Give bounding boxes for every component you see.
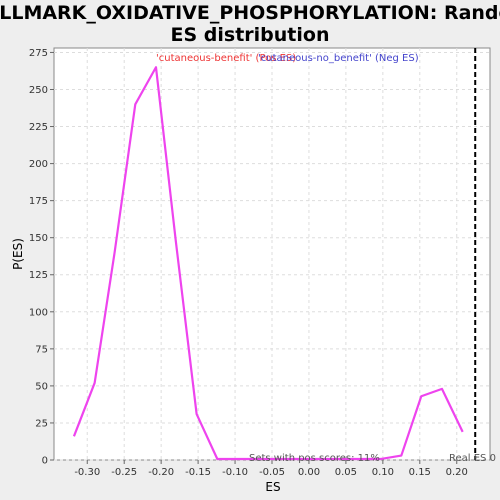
legend-neg-label: 'cutaneous-no_benefit' (Neg ES) xyxy=(258,53,419,64)
chart-title-line-2: ES distribution xyxy=(171,24,330,46)
x-tick-label: 0.00 xyxy=(298,467,320,478)
grid xyxy=(54,48,490,461)
x-tick-label: -0.10 xyxy=(222,467,248,478)
x-tick-label: -0.05 xyxy=(259,467,285,478)
x-tick-label: -0.30 xyxy=(74,467,100,478)
y-tick-label: 0 xyxy=(42,456,48,467)
real-es-label: Real ES 0 xyxy=(449,453,496,464)
y-axis-label: P(ES) xyxy=(11,238,25,270)
x-tick-label: 0.10 xyxy=(372,467,394,478)
y-tick-label: 275 xyxy=(29,48,48,59)
x-tick-label: -0.20 xyxy=(148,467,174,478)
y-tick-label: 200 xyxy=(29,159,48,170)
chart-title-line-1: HALLMARK_OXIDATIVE_PHOSPHORYLATION: Rand… xyxy=(0,2,500,24)
series-line xyxy=(72,66,464,461)
axes: -0.30 -0.25 -0.20 -0.15 -0.10 -0.05 0.00 0.05 0.… xyxy=(29,48,468,478)
legend-pos-label: 'cutaneous-benefit' (Pos ES) xyxy=(156,53,296,64)
x-tick-label: 0.20 xyxy=(446,467,468,478)
y-tick-label: 25 xyxy=(35,418,48,429)
y-tick-label: 250 xyxy=(29,85,48,96)
y-tick-label: 50 xyxy=(35,381,48,392)
y-tick-label: 225 xyxy=(29,122,48,133)
x-axis-label: ES xyxy=(265,480,280,494)
y-tick-label: 125 xyxy=(29,270,48,281)
series-layer xyxy=(72,66,464,461)
y-tick-label: 100 xyxy=(29,307,48,318)
x-tick-label: 0.05 xyxy=(335,467,357,478)
y-tick-label: 150 xyxy=(29,233,48,244)
x-tick-label: -0.15 xyxy=(185,467,211,478)
pos-scores-annotation: Sets with pos scores: 11% xyxy=(249,453,380,464)
y-tick-label: 175 xyxy=(29,196,48,207)
y-tick-label: 75 xyxy=(35,344,48,355)
x-tick-label: 0.15 xyxy=(409,467,431,478)
x-tick-label: -0.25 xyxy=(111,467,137,478)
